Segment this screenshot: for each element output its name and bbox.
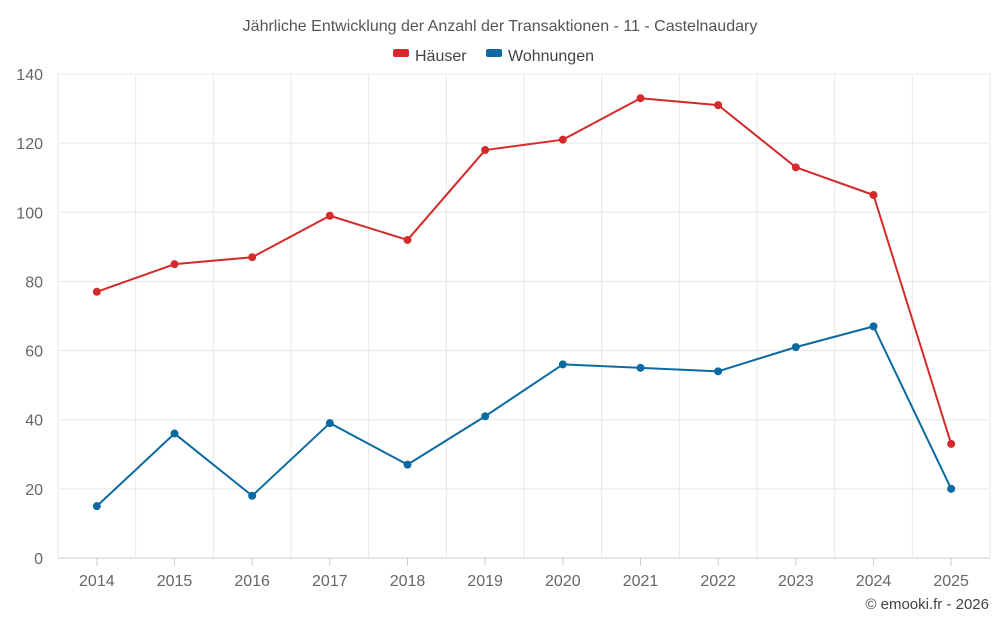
series-line-wohnungen bbox=[96, 325, 953, 507]
x-tick-label: 2024 bbox=[856, 573, 892, 590]
y-tick-label: 100 bbox=[16, 205, 43, 222]
y-tick-label: 0 bbox=[34, 551, 43, 568]
credit-text: © emooki.fr - 2026 bbox=[865, 596, 989, 613]
legend-label-hauser[interactable]: Häuser bbox=[415, 48, 467, 65]
legend: Häuser Wohnungen bbox=[393, 48, 594, 65]
data-point-hauser[interactable] bbox=[558, 135, 567, 144]
data-point-hauser[interactable] bbox=[714, 101, 723, 110]
legend-label-wohnungen[interactable]: Wohnungen bbox=[508, 48, 594, 65]
data-point-hauser[interactable] bbox=[403, 235, 412, 244]
series-wohnungen bbox=[92, 322, 956, 511]
x-tick-label: 2019 bbox=[467, 573, 503, 590]
y-tick-label: 80 bbox=[25, 274, 43, 291]
x-tick-label: 2014 bbox=[79, 573, 115, 590]
data-point-wohnungen[interactable] bbox=[248, 491, 257, 500]
data-point-hauser[interactable] bbox=[947, 439, 956, 448]
data-point-hauser[interactable] bbox=[248, 253, 257, 262]
series-hauser bbox=[92, 94, 956, 448]
x-tick-label: 2023 bbox=[778, 573, 814, 590]
data-point-wohnungen[interactable] bbox=[791, 343, 800, 352]
x-tick-label: 2022 bbox=[700, 573, 736, 590]
data-point-wohnungen[interactable] bbox=[403, 460, 412, 469]
y-tick-label: 120 bbox=[16, 136, 43, 153]
y-axis: 0 20 40 60 80 100 120 140 bbox=[16, 67, 43, 568]
x-tick-label: 2025 bbox=[933, 573, 969, 590]
series-line-hauser bbox=[96, 97, 953, 445]
data-point-wohnungen[interactable] bbox=[714, 367, 723, 376]
chart-title: Jährliche Entwicklung der Anzahl der Tra… bbox=[243, 18, 758, 35]
x-tick-label: 2021 bbox=[623, 573, 659, 590]
data-point-wohnungen[interactable] bbox=[92, 502, 101, 511]
data-point-hauser[interactable] bbox=[92, 287, 101, 296]
grid bbox=[57, 73, 991, 559]
data-point-wohnungen[interactable] bbox=[170, 429, 179, 438]
data-point-wohnungen[interactable] bbox=[481, 412, 490, 421]
data-point-hauser[interactable] bbox=[636, 94, 645, 103]
series-group bbox=[92, 94, 956, 511]
data-point-wohnungen[interactable] bbox=[947, 484, 956, 493]
x-tick-label: 2018 bbox=[390, 573, 426, 590]
data-point-hauser[interactable] bbox=[791, 163, 800, 172]
data-point-wohnungen[interactable] bbox=[869, 322, 878, 331]
x-tick-label: 2017 bbox=[312, 573, 348, 590]
x-tick-label: 2016 bbox=[234, 573, 270, 590]
data-point-hauser[interactable] bbox=[869, 191, 878, 199]
y-tick-label: 60 bbox=[25, 344, 43, 361]
data-point-hauser[interactable] bbox=[170, 260, 179, 269]
data-point-wohnungen[interactable] bbox=[636, 363, 645, 372]
y-tick-label: 40 bbox=[25, 413, 43, 430]
y-tick-label: 140 bbox=[16, 67, 43, 84]
data-point-wohnungen[interactable] bbox=[558, 360, 567, 369]
data-point-hauser[interactable] bbox=[325, 211, 334, 220]
legend-swatch-wohnungen bbox=[486, 49, 502, 57]
data-point-hauser[interactable] bbox=[481, 146, 490, 155]
x-axis: 2014 2015 2016 2017 2018 2019 2020 2021 2022 2023… bbox=[58, 557, 990, 590]
y-tick-label: 20 bbox=[25, 482, 43, 499]
x-tick-label: 2015 bbox=[157, 573, 193, 590]
data-point-wohnungen[interactable] bbox=[325, 419, 334, 428]
x-tick-label: 2020 bbox=[545, 573, 581, 590]
legend-swatch-hauser bbox=[393, 49, 409, 57]
